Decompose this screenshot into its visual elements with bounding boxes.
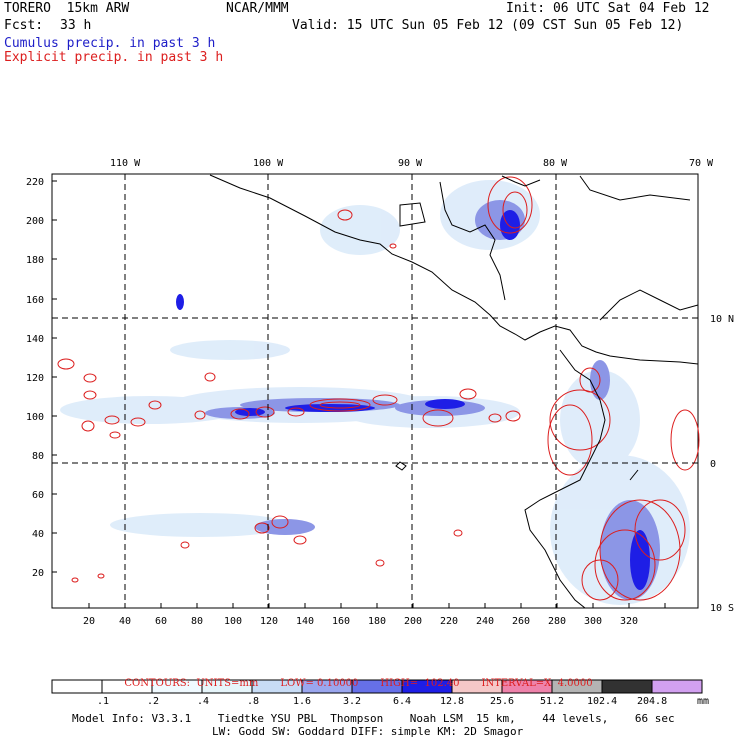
- model-physics: LW: Godd SW: Goddard DIFF: simple KM: 2D…: [212, 725, 524, 738]
- contours-high: HIGH= 102.40: [380, 678, 460, 689]
- x-tick-label: 120: [260, 616, 278, 627]
- x-tick-label: 240: [476, 616, 494, 627]
- y-tick-label: 60: [32, 490, 44, 501]
- contours-interval: INTERVAL=X 4.0000: [481, 678, 593, 689]
- y-tick-label: 40: [32, 529, 44, 540]
- lon-label: 90 W: [398, 158, 423, 169]
- colorbar-label: 3.2: [343, 696, 361, 707]
- valid-time: Valid: 15 UTC Sun 05 Feb 12 (09 CST Sun …: [292, 18, 684, 33]
- contours-low: LOW= 0.10000: [280, 678, 359, 689]
- x-tick-label: 260: [512, 616, 530, 627]
- x-tick-label: 180: [368, 616, 386, 627]
- axis-ticks: [52, 180, 666, 608]
- lat-label: 0: [710, 459, 716, 470]
- x-tick-label: 300: [584, 616, 602, 627]
- x-tick-label: 140: [296, 616, 314, 627]
- model-title: TORERO 15km ARW: [4, 1, 130, 16]
- coastlines: [209, 174, 699, 609]
- y-tick-label: 120: [26, 373, 44, 384]
- x-tick-label: 20: [83, 616, 95, 627]
- x-tick-label: 100: [224, 616, 242, 627]
- x-tick-label: 200: [404, 616, 422, 627]
- init-time: Init: 06 UTC Sat 04 Feb 12: [506, 1, 710, 16]
- lat-lon-grid: [52, 174, 698, 608]
- lon-label: 100 W: [253, 158, 284, 169]
- colorbar-unit: mm: [697, 696, 709, 707]
- colorbar-label: 204.8: [637, 696, 667, 707]
- colorbar-label: .8: [247, 696, 259, 707]
- organization: NCAR/MMM: [226, 1, 289, 16]
- forecast-label: Fcst:: [4, 18, 44, 33]
- y-tick-label: 140: [26, 334, 44, 345]
- x-tick-label: 80: [191, 616, 203, 627]
- explicit-legend: Explicit precip. in past 3 h: [4, 50, 224, 65]
- colorbar-label: .1: [97, 696, 109, 707]
- x-tick-label: 60: [155, 616, 167, 627]
- explicit-contours: [57, 176, 700, 601]
- x-tick-label: 160: [332, 616, 350, 627]
- lat-label: 10 S: [710, 603, 734, 614]
- forecast-hours: 33 h: [60, 18, 92, 33]
- x-tick-label: 220: [440, 616, 458, 627]
- cumulus-legend: Cumulus precip. in past 3 h: [4, 36, 216, 51]
- contours-info: CONTOURS: UNITS=mm LOW= 0.10000 HIGH= 102.…: [118, 667, 615, 689]
- lat-label: 10 N: [710, 314, 734, 325]
- model-info: Model Info: V3.3.1 Tiedtke YSU PBL Thomp…: [72, 712, 675, 725]
- y-tick-label: 200: [26, 216, 44, 227]
- y-tick-label: 180: [26, 255, 44, 266]
- colorbar-label: .4: [197, 696, 209, 707]
- lon-label: 110 W: [110, 158, 141, 169]
- color-bar: [51, 679, 703, 694]
- contours-units: CONTOURS: UNITS=mm: [124, 678, 259, 689]
- y-tick-label: 220: [26, 177, 44, 188]
- colorbar-label: 102.4: [587, 696, 617, 707]
- colorbar-label: 51.2: [540, 696, 564, 707]
- colorbar-label: 1.6: [293, 696, 311, 707]
- y-tick-label: 20: [32, 568, 44, 579]
- colorbar-label: 12.8: [440, 696, 464, 707]
- colorbar-label: 6.4: [393, 696, 411, 707]
- x-tick-label: 280: [548, 616, 566, 627]
- colorbar-label: 25.6: [490, 696, 514, 707]
- lon-label: 80 W: [543, 158, 568, 169]
- x-tick-label: 320: [620, 616, 638, 627]
- colorbar-label: .2: [147, 696, 159, 707]
- lon-label: 70 W: [689, 158, 714, 169]
- y-tick-label: 160: [26, 295, 44, 306]
- x-tick-label: 40: [119, 616, 131, 627]
- y-tick-label: 80: [32, 451, 44, 462]
- y-tick-label: 100: [26, 412, 44, 423]
